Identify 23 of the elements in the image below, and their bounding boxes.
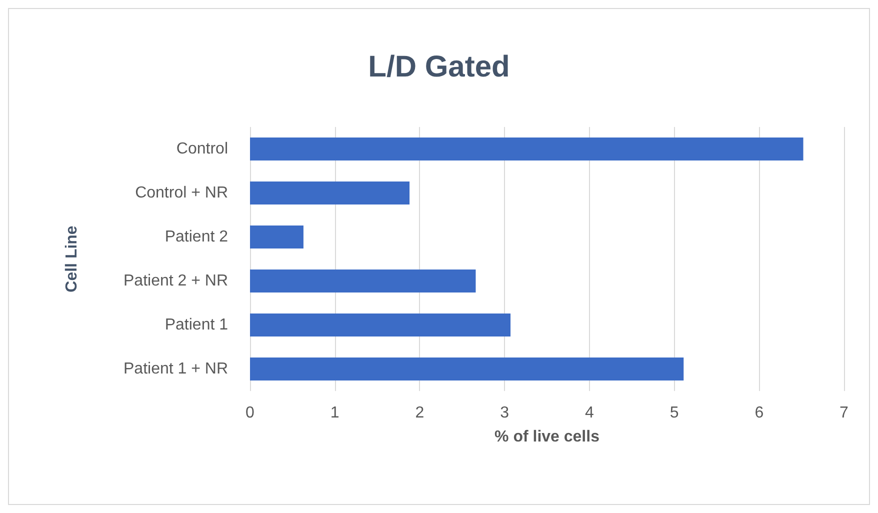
bar (250, 270, 476, 292)
x-axis-title: % of live cells (494, 428, 600, 446)
x-tick-label: 6 (754, 404, 764, 422)
bar (250, 182, 410, 204)
bar (250, 314, 511, 336)
y-tick-label: Patient 1 + NR (124, 360, 228, 378)
x-tick-label: 2 (415, 404, 424, 422)
bar (250, 358, 684, 380)
x-tick-label: 1 (330, 404, 340, 422)
y-tick-label: Control + NR (135, 184, 228, 202)
y-axis-title: Cell Line (64, 226, 80, 292)
y-tick-label: Patient 2 + NR (124, 272, 228, 290)
bar (250, 226, 304, 248)
x-tick-label: 7 (840, 404, 849, 422)
y-tick-label: Patient 2 (164, 228, 228, 246)
x-tick-label: 5 (670, 404, 679, 422)
chart-title: L/D Gated (368, 50, 510, 84)
x-tick-label: 4 (584, 404, 594, 422)
y-tick-label: Patient 1 (164, 316, 228, 334)
bar (250, 138, 804, 160)
y-tick-label: Control (176, 140, 228, 158)
x-tick-label: 3 (500, 404, 510, 422)
x-tick-label: 0 (246, 404, 255, 422)
